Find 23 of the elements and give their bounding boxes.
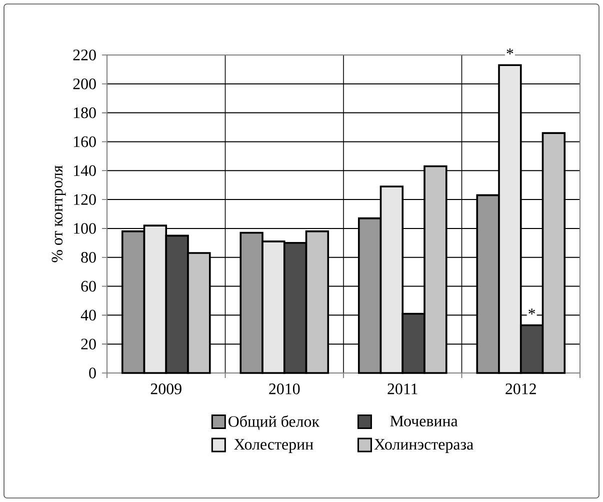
legend-label: Мочевина [390, 416, 458, 426]
legend-label: Холестерин [234, 439, 314, 453]
legend-label: Общий белок [228, 415, 320, 430]
annotation: * [528, 308, 536, 314]
legend-label: Холинэстераза [374, 439, 474, 453]
y-tick-label: 100 [74, 223, 96, 234]
x-tick-label: 2012 [506, 384, 536, 394]
y-tick-label: 120 [74, 194, 96, 205]
y-tick-label: 140 [74, 165, 96, 176]
y-tick-label: 20 [81, 338, 96, 350]
x-tick-label: 2010 [269, 384, 300, 394]
y-tick-label: 180 [74, 107, 96, 118]
y-tick-label: 80 [81, 252, 96, 263]
y-tick-label: 160 [74, 136, 96, 148]
y-tick-label: 0 [89, 368, 96, 378]
annotation: * [506, 48, 514, 54]
y-tick-label: 60 [81, 280, 96, 292]
y-tick-label: 220 [73, 50, 96, 60]
y-tick-label: 40 [80, 310, 96, 321]
y-tick-label: 200 [73, 78, 96, 90]
x-tick-label: 2009 [150, 384, 182, 394]
x-tick-label: 2011 [388, 384, 418, 394]
y-axis-title: % от контроля [52, 165, 66, 262]
